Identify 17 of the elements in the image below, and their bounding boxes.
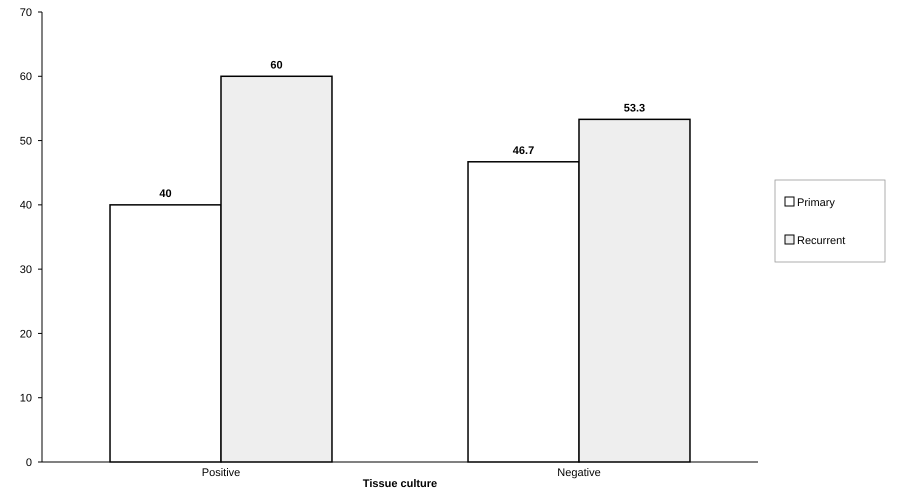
y-tick-label: 30 xyxy=(20,264,32,276)
y-tick-label: 40 xyxy=(20,200,32,212)
legend-label: Recurrent xyxy=(797,234,846,247)
y-tick-label: 60 xyxy=(20,71,32,84)
y-tick-label: 50 xyxy=(20,135,32,148)
data-label: 53.3 xyxy=(624,102,646,114)
y-tick-label: 20 xyxy=(20,328,32,340)
y-tick-label: 70 xyxy=(20,6,32,19)
data-label: 40 xyxy=(159,188,172,200)
y-tick-label: 10 xyxy=(20,392,32,405)
legend-label: Primary xyxy=(797,196,836,209)
x-axis-title: Tissue culture xyxy=(362,478,438,490)
data-label: 60 xyxy=(270,59,283,72)
x-tick-label: Negative xyxy=(557,467,601,479)
y-tick-label: 0 xyxy=(26,456,32,469)
x-tick-label: Positive xyxy=(202,467,240,479)
data-label: 46.7 xyxy=(512,144,534,157)
